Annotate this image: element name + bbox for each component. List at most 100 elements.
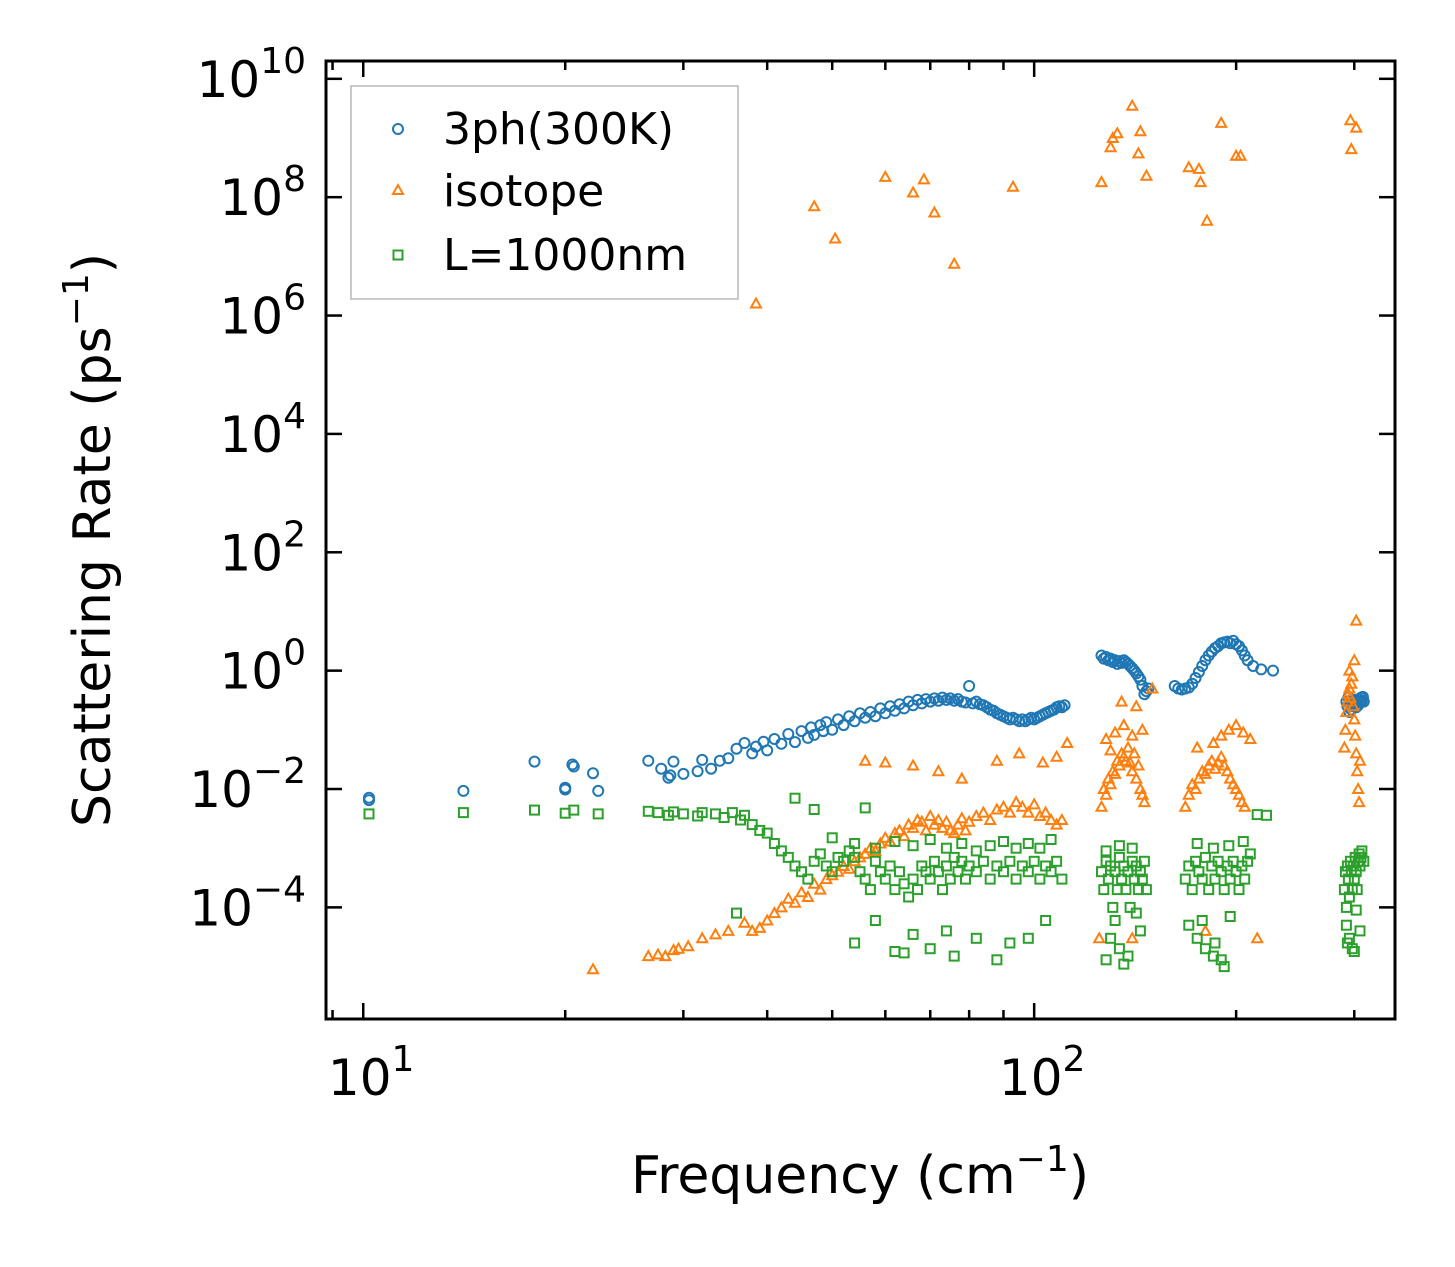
data-point <box>849 838 861 849</box>
data-point <box>1242 855 1254 867</box>
data-point <box>907 873 919 885</box>
data-point <box>1131 758 1146 771</box>
data-point <box>768 838 780 849</box>
data-point <box>695 931 709 944</box>
data-point <box>869 915 881 926</box>
data-point <box>1186 884 1198 896</box>
data-point <box>592 784 605 797</box>
data-point <box>1215 954 1227 966</box>
y-tick-label: 104 <box>219 396 306 464</box>
data-point <box>884 860 896 872</box>
data-point <box>864 884 876 896</box>
data-point <box>737 915 752 928</box>
data-point <box>1113 943 1125 955</box>
data-point <box>1209 937 1221 949</box>
data-points <box>363 98 1370 975</box>
y-tick-label: 100 <box>219 633 306 701</box>
data-point <box>1229 718 1243 731</box>
data-point <box>1004 937 1016 949</box>
plot-frame <box>324 59 1397 1021</box>
legend: 3ph(300K) isotope L=1000nm <box>350 85 739 300</box>
data-point <box>1129 699 1143 712</box>
data-point <box>897 829 911 842</box>
data-point <box>1010 842 1022 854</box>
data-point <box>955 771 969 784</box>
series-0 <box>363 634 1370 807</box>
data-point <box>1217 758 1231 771</box>
data-point <box>1238 799 1252 812</box>
data-point <box>1134 866 1146 878</box>
data-point <box>774 900 789 913</box>
data-point <box>1055 812 1069 825</box>
data-point <box>927 205 942 218</box>
data-point <box>947 256 961 269</box>
data-point <box>1215 866 1227 878</box>
data-point <box>826 866 838 878</box>
data-point <box>912 884 923 896</box>
data-point <box>1092 931 1106 944</box>
data-point <box>858 846 872 859</box>
data-point <box>991 954 1003 966</box>
data-point <box>1224 911 1236 922</box>
data-point <box>901 817 916 830</box>
data-point <box>944 873 956 885</box>
data-point <box>837 719 850 732</box>
data-point <box>996 799 1011 812</box>
data-point <box>1348 946 1360 957</box>
data-point <box>1199 943 1211 955</box>
data-point <box>1205 753 1219 766</box>
data-point <box>990 753 1004 766</box>
data-point <box>1354 925 1366 937</box>
data-point <box>1134 673 1147 686</box>
data-point <box>1021 805 1035 818</box>
data-point <box>782 728 795 740</box>
data-point <box>940 925 952 937</box>
data-point <box>1125 764 1139 777</box>
data-point <box>1350 764 1364 777</box>
data-point <box>1012 746 1026 759</box>
data-point <box>802 873 814 885</box>
data-point <box>1040 915 1052 926</box>
data-point <box>970 845 982 857</box>
data-point <box>807 199 821 212</box>
data-point <box>1135 722 1150 735</box>
data-point <box>1099 731 1113 744</box>
data-point <box>781 891 795 904</box>
data-point <box>1009 795 1023 808</box>
data-point <box>1343 690 1358 703</box>
data-point <box>789 736 801 749</box>
data-point <box>808 855 820 867</box>
data-point <box>1212 640 1225 653</box>
data-point <box>849 937 861 949</box>
data-point <box>1102 873 1114 885</box>
y-tick-label: 106 <box>219 278 306 346</box>
data-point <box>960 873 971 885</box>
data-point <box>528 755 541 768</box>
data-point <box>924 873 936 885</box>
data-point <box>832 713 844 726</box>
data-point <box>1206 735 1221 748</box>
data-point <box>1058 699 1071 712</box>
data-point <box>1099 787 1113 800</box>
data-point <box>932 866 944 878</box>
data-point <box>1214 728 1228 741</box>
data-point <box>1131 146 1146 159</box>
data-point <box>1107 901 1119 913</box>
data-point <box>1178 799 1192 812</box>
data-point <box>1267 664 1279 677</box>
data-point <box>1127 746 1141 759</box>
data-point <box>1346 699 1360 712</box>
data-point <box>826 723 839 736</box>
x-tick-labels: 101 102 <box>328 1039 1086 1107</box>
data-point <box>667 755 680 768</box>
data-point <box>931 764 946 777</box>
data-point <box>1027 797 1041 810</box>
data-point <box>906 820 920 833</box>
data-point <box>1136 873 1148 885</box>
data-point <box>642 805 654 817</box>
data-point <box>1351 781 1365 794</box>
series-2 <box>363 792 1370 973</box>
data-point <box>1214 115 1228 128</box>
data-point <box>828 231 842 244</box>
data-point <box>1137 795 1152 808</box>
